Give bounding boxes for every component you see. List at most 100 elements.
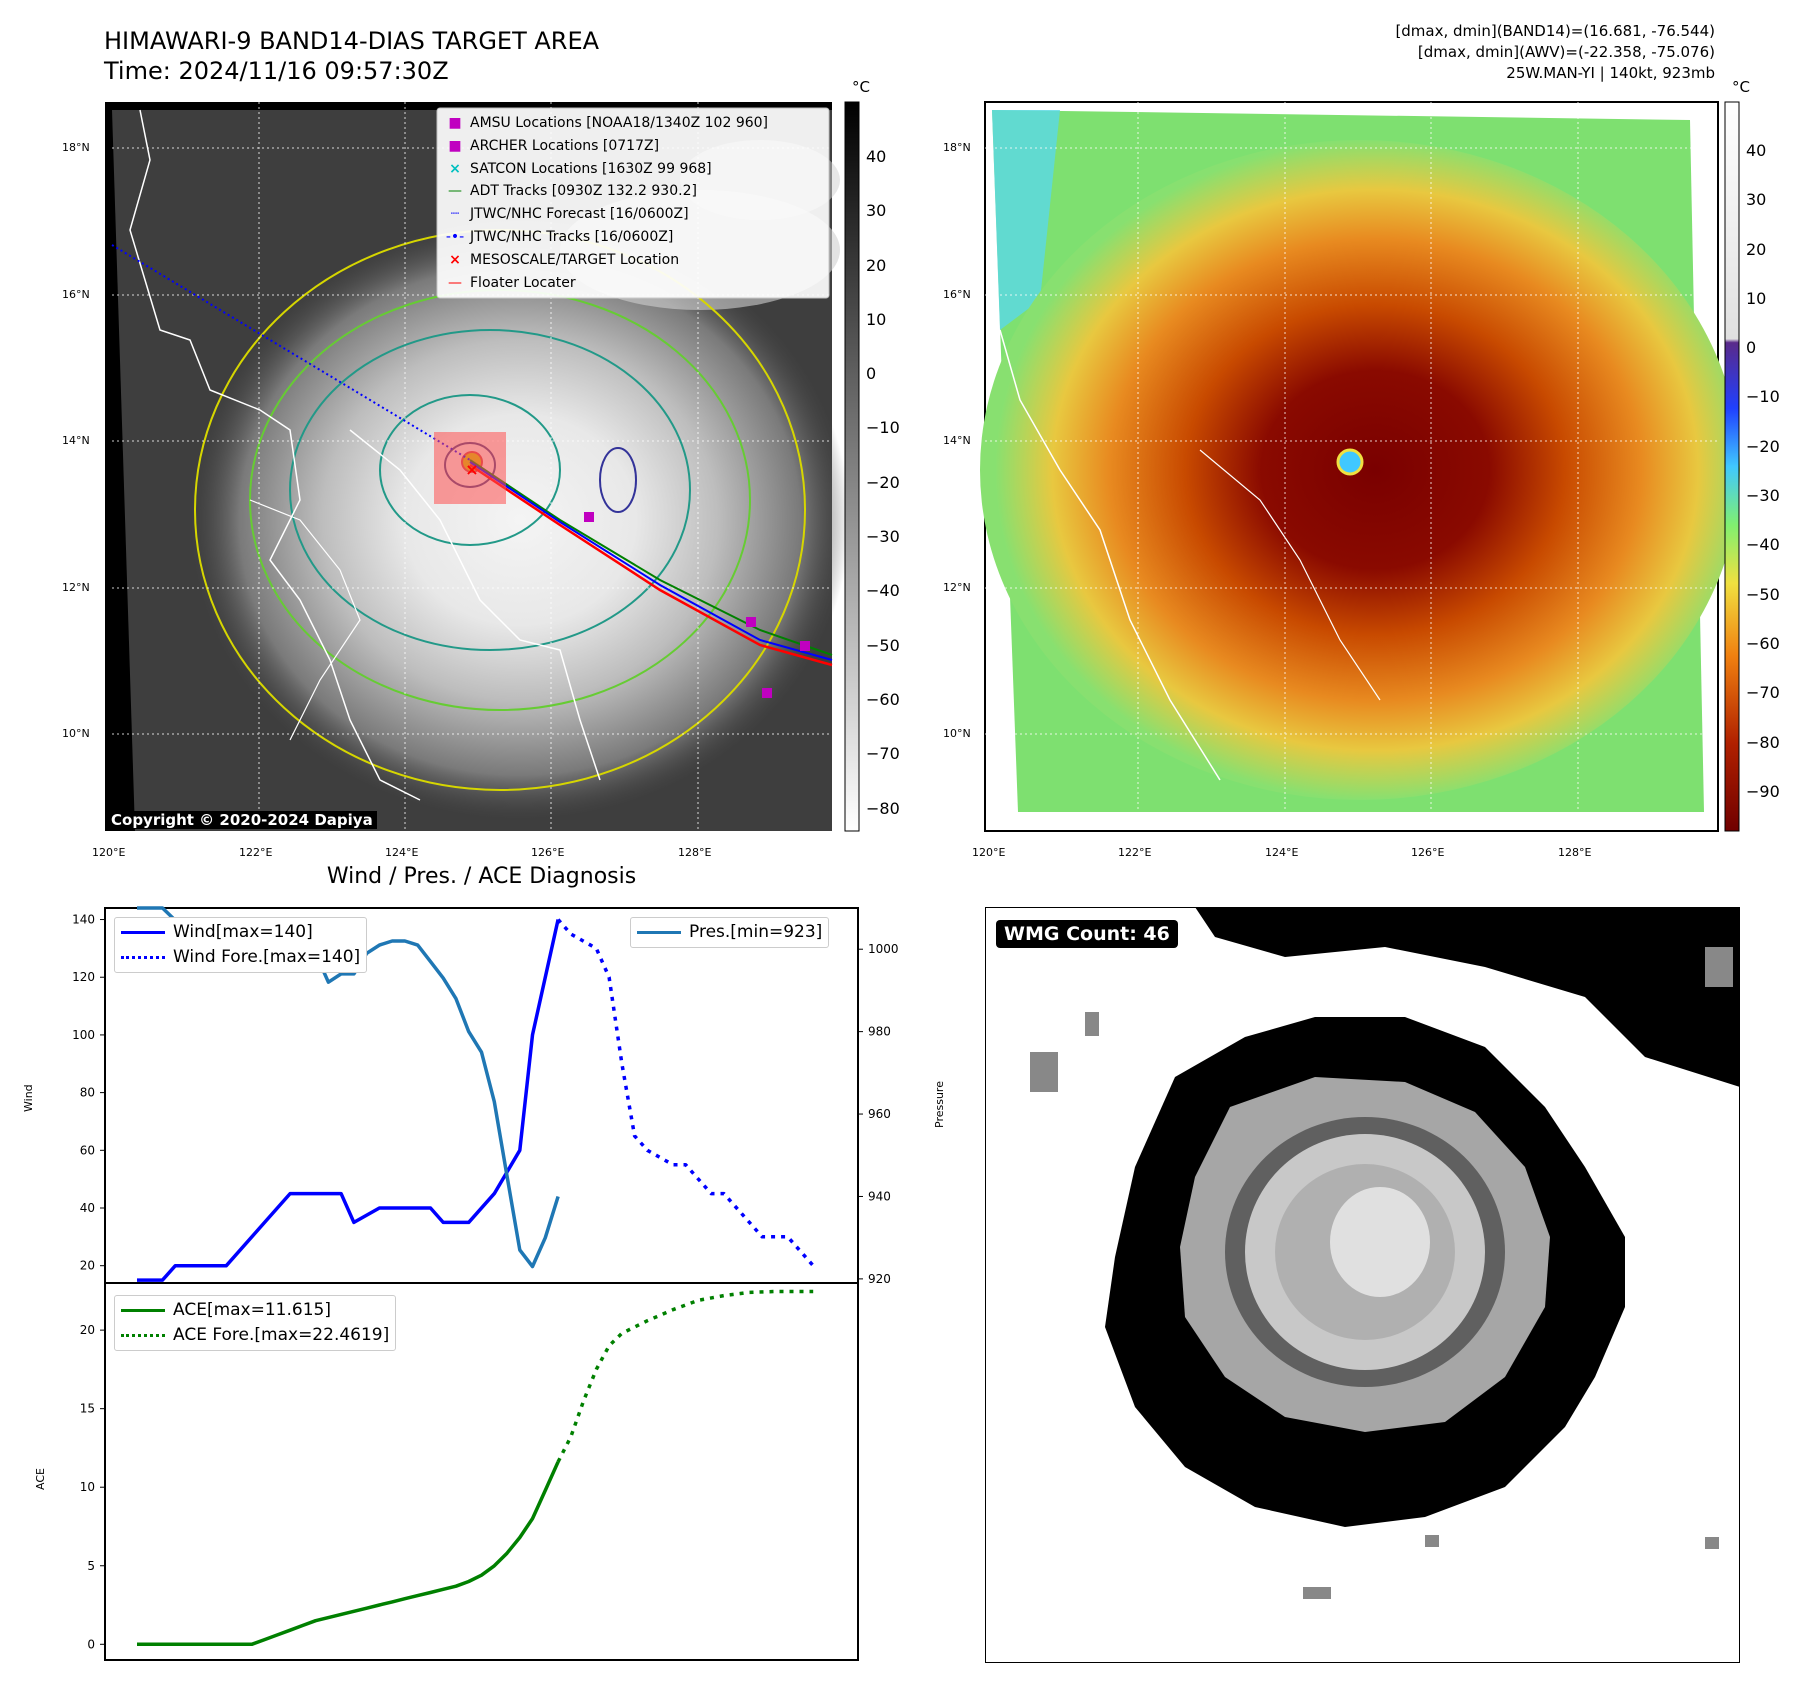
- colorbar-tick: −50: [866, 635, 900, 655]
- ace-axes-frame: [104, 1282, 859, 1661]
- colorbar-tick: −40: [866, 581, 900, 601]
- ace-axis-label: ACE: [34, 1468, 47, 1490]
- jtwc-track: [469, 461, 833, 661]
- page-title: HIMAWARI-9 BAND14-DIAS TARGET AREA: [104, 27, 600, 55]
- pressure-legend: Pres.[min=923]: [630, 917, 830, 948]
- wind-tick-label: 100: [72, 1028, 95, 1042]
- floater-legend-icon: —: [448, 274, 462, 291]
- timestamp: Time: 2024/11/16 09:57:30Z: [104, 57, 449, 85]
- map-left-panel: ×: [105, 101, 860, 832]
- colorbar-tick: 20: [1746, 239, 1767, 259]
- map-right-grid: [985, 102, 1718, 831]
- colorbar-unit: °C: [1732, 78, 1750, 96]
- satcon-legend-icon: ×: [449, 160, 461, 177]
- contour-teal: [289, 329, 691, 651]
- colorbar-tick: 10: [866, 309, 887, 329]
- legend-item: ACE Fore.[max=22.4619]: [121, 1323, 389, 1348]
- chart-title: Wind / Pres. / ACE Diagnosis: [326, 864, 637, 889]
- lat-label: 18°N: [943, 141, 971, 154]
- pressure-tick-label: 920: [868, 1272, 891, 1286]
- pressure-axis-label: Pressure: [933, 1081, 946, 1128]
- lat-label: 18°N: [62, 141, 90, 154]
- lon-label: 126°E: [531, 846, 565, 859]
- lat-label: 14°N: [62, 434, 90, 447]
- lon-label: 124°E: [1265, 846, 1299, 859]
- wind-legend: Wind[max=140] Wind Fore.[max=140]: [114, 917, 368, 973]
- pressure-tick-label: 1000: [868, 942, 899, 956]
- legend-item: × SATCON Locations [1630Z 99 968]: [440, 158, 826, 181]
- lat-label: 10°N: [62, 727, 90, 740]
- wmg-panel: [985, 907, 1740, 1663]
- lon-label: 128°E: [1558, 846, 1592, 859]
- coastline: [999, 329, 1221, 781]
- colorbar-tick: −30: [866, 527, 900, 547]
- legend-item: ┈ JTWC/NHC Forecast [16/0600Z]: [440, 203, 826, 226]
- copyright: Copyright © 2020-2024 Dapiya: [107, 811, 377, 829]
- legend-item: — ADT Tracks [0930Z 132.2 930.2]: [440, 180, 826, 203]
- colorbar-right-ticks: 40 30 20 10 0 −10 −20 −30 −40 −50 −60 −7…: [1746, 141, 1780, 831]
- target-area-box: [434, 432, 506, 504]
- wind-tick-label: 80: [80, 1086, 95, 1100]
- colorbar-tick: −60: [866, 689, 900, 709]
- dotted-line-icon: [121, 955, 165, 959]
- colorbar-tick: −40: [1746, 535, 1780, 555]
- solid-line-icon: [637, 930, 681, 934]
- coastline: [129, 109, 421, 801]
- colorbar-tick: 0: [866, 364, 877, 384]
- wind-tick-label: 140: [72, 913, 95, 927]
- lon-label: 124°E: [385, 846, 419, 859]
- lon-label: 126°E: [1411, 846, 1445, 859]
- legend-item: ACE[max=11.615]: [121, 1298, 389, 1323]
- lon-label: 128°E: [678, 846, 712, 859]
- solid-line-icon: [121, 1308, 165, 1312]
- lat-label: 16°N: [62, 288, 90, 301]
- colorbar-tick: 0: [1746, 338, 1757, 358]
- colorbar-unit: °C: [852, 78, 870, 96]
- jtwc-legend-icon: -•-: [445, 228, 465, 245]
- ace-tick-label: 0: [87, 1637, 95, 1651]
- colorbar-tick: −10: [1746, 387, 1780, 407]
- colorbar-tick: −70: [1746, 683, 1780, 703]
- adt-track: [469, 459, 833, 656]
- archer-legend-icon: ■: [448, 137, 462, 154]
- map-right-panel: [980, 101, 1740, 832]
- lat-label: 12°N: [62, 581, 90, 594]
- pressure-tick-label: 960: [868, 1107, 891, 1121]
- dotted-line-icon: [121, 1333, 165, 1337]
- pressure-tick-label: 940: [868, 1189, 891, 1203]
- colorbar-tick: −60: [1746, 633, 1780, 653]
- legend-item: × MESOSCALE/TARGET Location: [440, 249, 826, 272]
- ace-legend: ACE[max=11.615] ACE Fore.[max=22.4619]: [114, 1295, 397, 1351]
- colorbar-tick: 30: [1746, 190, 1767, 210]
- colorbar-tick: −80: [1746, 732, 1780, 752]
- adt-legend-icon: —: [448, 183, 462, 200]
- colorbar-tick: 40: [866, 147, 887, 166]
- legend-item: Wind Fore.[max=140]: [121, 945, 360, 970]
- floater-track: [469, 463, 833, 667]
- wind-tick-label: 20: [80, 1259, 95, 1273]
- colorbar-right: [1724, 101, 1740, 832]
- map-legend: [436, 107, 830, 299]
- info-storm: 25W.MAN-YI | 140kt, 923mb: [1506, 64, 1715, 82]
- colorbar-tick: 10: [1746, 288, 1767, 308]
- ace-tick-label: 5: [87, 1559, 95, 1573]
- colorbar-left: [844, 101, 860, 832]
- wind-tick-label: 120: [72, 970, 95, 984]
- colorbar-tick: −90: [1746, 781, 1780, 801]
- target-legend-icon: ×: [449, 251, 461, 268]
- forecast-legend-icon: ┈: [450, 206, 460, 223]
- colorbar-tick: −20: [1746, 436, 1780, 456]
- legend-item: — Floater Locater: [440, 272, 826, 295]
- amsu-legend-icon: ■: [448, 115, 462, 131]
- wind-axis-label: Wind: [22, 1084, 35, 1112]
- solid-line-icon: [121, 930, 165, 934]
- lat-label: 14°N: [943, 434, 971, 447]
- legend-item: Wind[max=140]: [121, 920, 360, 945]
- series-line-1: [556, 918, 815, 1267]
- wmg-count-label: WMG Count: 46: [996, 920, 1178, 948]
- wind-tick-label: 60: [80, 1143, 95, 1157]
- ace-tick-label: 10: [80, 1480, 95, 1494]
- legend-item: -•- JTWC/NHC Tracks [16/0600Z]: [440, 226, 826, 249]
- ir-eye: [1336, 448, 1364, 476]
- series-line-3: [137, 1461, 560, 1647]
